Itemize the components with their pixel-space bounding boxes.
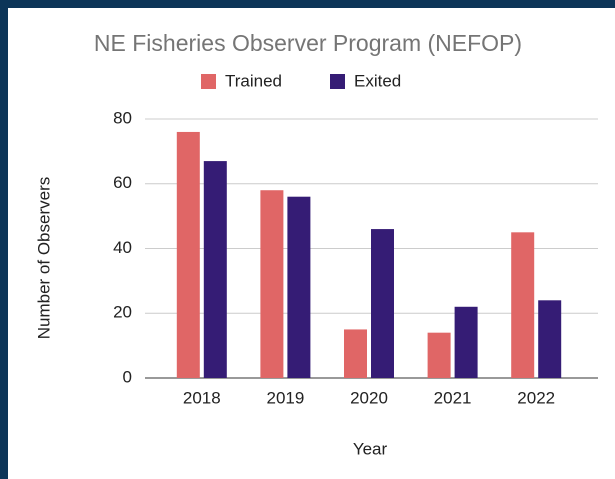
bar bbox=[287, 196, 311, 378]
x-tick-label: 2021 bbox=[434, 388, 472, 407]
bar bbox=[454, 306, 478, 378]
bar bbox=[371, 229, 394, 378]
bar bbox=[176, 131, 200, 378]
x-axis-label: Year bbox=[353, 439, 388, 458]
bar bbox=[344, 329, 367, 378]
bar bbox=[427, 332, 451, 378]
legend-swatch bbox=[330, 74, 345, 89]
bar bbox=[538, 300, 562, 378]
x-tick-label: 2022 bbox=[517, 388, 555, 407]
legend-label: Exited bbox=[354, 71, 401, 90]
legend-swatch bbox=[201, 74, 216, 89]
bar bbox=[511, 232, 535, 378]
bar bbox=[203, 161, 227, 378]
legend-label: Trained bbox=[225, 71, 282, 90]
y-tick-label: 20 bbox=[113, 303, 132, 322]
bar bbox=[260, 190, 284, 378]
x-tick-label: 2019 bbox=[266, 388, 304, 407]
y-tick-label: 0 bbox=[123, 367, 132, 386]
y-axis-label: Number of Observers bbox=[34, 177, 53, 340]
y-tick-label: 80 bbox=[113, 108, 132, 127]
y-tick-label: 40 bbox=[113, 238, 132, 257]
x-tick-label: 2018 bbox=[183, 388, 221, 407]
x-tick-label: 2020 bbox=[350, 388, 388, 407]
chart-title: NE Fisheries Observer Program (NEFOP) bbox=[94, 30, 522, 56]
y-tick-label: 60 bbox=[113, 173, 132, 192]
